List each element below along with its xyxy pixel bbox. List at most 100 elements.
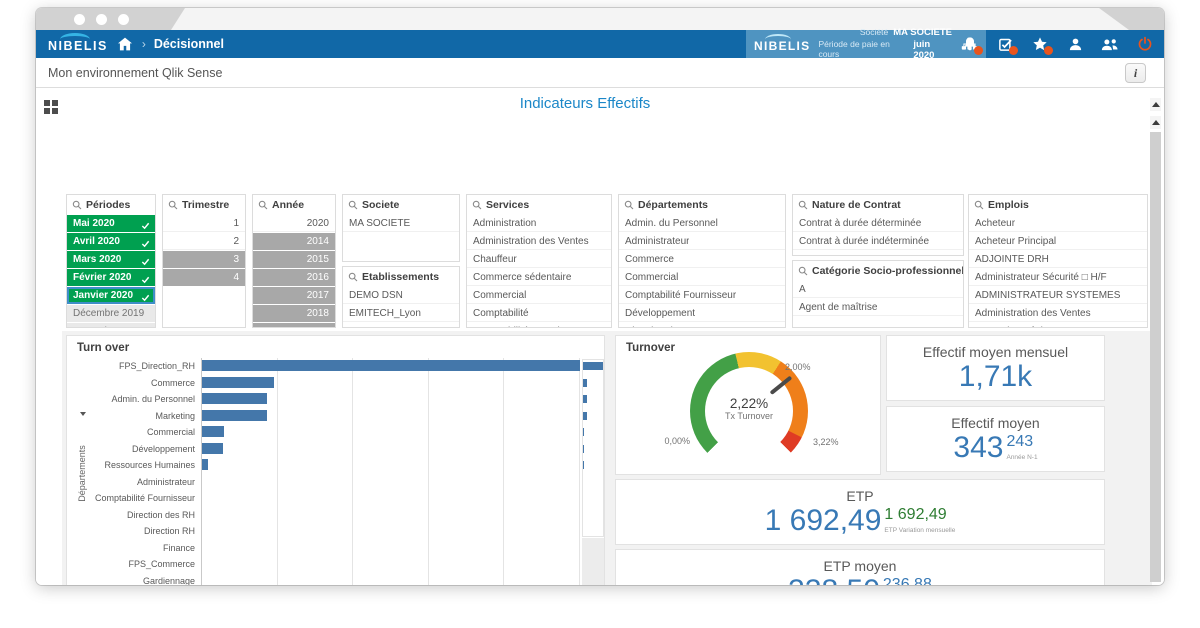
window-control-icon[interactable] xyxy=(96,14,107,25)
filter-item[interactable]: Agent de maîtrise xyxy=(969,323,1147,328)
filter-item[interactable]: 2014 xyxy=(253,233,335,250)
bar[interactable] xyxy=(202,459,208,470)
filter-item[interactable]: Administration des Ventes xyxy=(969,305,1147,322)
vertical-scrollbar[interactable] xyxy=(1150,90,1161,582)
filterbox-header-categorie[interactable]: Catégorie Socio-professionnelle xyxy=(793,261,963,280)
filter-item[interactable]: Acheteur xyxy=(969,215,1147,232)
scroll-up-icon[interactable] xyxy=(1150,98,1161,111)
filter-item[interactable]: DEMO DSN xyxy=(343,287,459,304)
bar[interactable] xyxy=(202,360,580,371)
filterbox-header-annee[interactable]: Année xyxy=(253,195,335,214)
power-icon[interactable] xyxy=(1136,35,1154,53)
filter-item[interactable]: 4 xyxy=(163,269,245,286)
filterbox-header-emplois[interactable]: Emplois xyxy=(969,195,1147,214)
filterbox-header-services[interactable]: Services xyxy=(467,195,611,214)
turnover-gauge-panel: Turnover 2,22% Tx Turnover 0,00% 2,00% 3… xyxy=(615,335,881,475)
bar[interactable] xyxy=(202,443,223,454)
filterbox-header-nature[interactable]: Nature de Contrat xyxy=(793,195,963,214)
filter-item[interactable]: Comptabilité xyxy=(467,305,611,322)
filterbox-items: AdministrationAdministration des VentesC… xyxy=(467,214,611,328)
kpi-title: ETP xyxy=(616,488,1104,504)
bar[interactable] xyxy=(202,377,274,388)
filter-item[interactable]: MA SOCIETE xyxy=(343,215,459,232)
filter-item[interactable]: Février 2020 xyxy=(67,269,155,286)
filter-item[interactable]: Comptabilité Fournisseur xyxy=(467,323,611,328)
filter-item[interactable]: Administrateur Sécurité □ H/F xyxy=(969,269,1147,286)
filter-item[interactable]: 2017 xyxy=(253,287,335,304)
tasks-icon[interactable] xyxy=(996,35,1014,53)
kpi-title: Effectif moyen mensuel xyxy=(887,344,1104,360)
filter-item[interactable]: ADJOINTE DRH xyxy=(969,251,1147,268)
users-icon[interactable] xyxy=(1101,35,1119,53)
filter-item[interactable]: 2020 xyxy=(253,215,335,232)
filter-item[interactable]: 3 xyxy=(163,251,245,268)
filter-item[interactable]: Administration xyxy=(467,215,611,232)
filter-item[interactable]: Mars 2020 xyxy=(67,251,155,268)
bar[interactable] xyxy=(202,393,267,404)
bar[interactable] xyxy=(202,410,267,421)
home-icon[interactable] xyxy=(116,35,134,53)
filter-item[interactable]: Administration des Ventes xyxy=(467,233,611,250)
filter-item[interactable]: 2019 xyxy=(253,323,335,328)
filter-item[interactable]: Acheteur Principal xyxy=(969,233,1147,250)
filter-item[interactable]: Comptabilité Fournisseur xyxy=(619,287,785,304)
filter-item[interactable]: Agent de maîtrise xyxy=(793,299,963,316)
filter-item[interactable]: Développement xyxy=(619,305,785,322)
filter-item[interactable]: Chauffeur xyxy=(467,251,611,268)
filterbox-items: AcheteurAcheteur PrincipalADJOINTE DRHAd… xyxy=(969,214,1147,328)
info-button[interactable]: i xyxy=(1125,63,1146,83)
filterbox-header-periodes[interactable]: Périodes xyxy=(67,195,155,214)
search-icon xyxy=(624,200,634,210)
pay-period-label: Période de paie en cours xyxy=(818,39,908,59)
filterbox-services: ServicesAdministrationAdministration des… xyxy=(466,194,612,328)
window-control-icon[interactable] xyxy=(74,14,85,25)
filter-item[interactable]: 1 xyxy=(163,215,245,232)
filter-item[interactable]: Administrateur xyxy=(619,233,785,250)
chart-minimap[interactable] xyxy=(582,359,604,537)
browser-tab[interactable] xyxy=(171,8,1129,30)
bell-icon[interactable] xyxy=(961,35,979,53)
filter-item[interactable]: 2018 xyxy=(253,305,335,322)
filter-item[interactable]: ADMINISTRATEUR SYSTEMES xyxy=(969,287,1147,304)
filter-item-label: Agent de maîtrise xyxy=(975,323,1053,328)
scroll-up-icon[interactable] xyxy=(1150,116,1161,129)
filter-item[interactable]: 2 xyxy=(163,233,245,250)
filter-item[interactable]: Direction des RH xyxy=(619,323,785,328)
filterbox-etablissements: EtablissementsDEMO DSNEMITECH_Lyon xyxy=(342,266,460,328)
filter-item[interactable]: Commercial xyxy=(467,287,611,304)
gridline xyxy=(352,358,353,585)
filterbox-header-trimestre[interactable]: Trimestre xyxy=(163,195,245,214)
filter-item[interactable]: Commercial xyxy=(619,269,785,286)
filter-item[interactable]: Janvier 2020 xyxy=(67,287,155,304)
scrollbar-thumb[interactable] xyxy=(1150,132,1161,582)
filter-item[interactable]: Novembre 2019 xyxy=(67,323,155,328)
filter-item[interactable]: Contrat à durée déterminée xyxy=(793,215,963,232)
chart-scroll-track[interactable] xyxy=(582,538,604,585)
user-icon[interactable] xyxy=(1066,35,1084,53)
filterbox-header-etablissements[interactable]: Etablissements xyxy=(343,267,459,286)
dimension-menu-icon[interactable] xyxy=(80,412,86,416)
filter-item[interactable]: EMITECH_Lyon xyxy=(343,305,459,322)
filter-item[interactable]: Commerce xyxy=(619,251,785,268)
star-icon[interactable] xyxy=(1031,35,1049,53)
filterbox-header-societe[interactable]: Societe xyxy=(343,195,459,214)
window-control-icon[interactable] xyxy=(118,14,129,25)
filter-item[interactable]: 2016 xyxy=(253,269,335,286)
filter-item-label: Contrat à durée déterminée xyxy=(799,215,921,232)
filterbox-header-departements[interactable]: Départements xyxy=(619,195,785,214)
filter-item[interactable]: Décembre 2019 xyxy=(67,305,155,322)
filter-item[interactable]: Mai 2020 xyxy=(67,215,155,232)
filter-item[interactable]: Admin. du Personnel xyxy=(619,215,785,232)
kpi-secondary-caption: Année N-1 xyxy=(1006,454,1037,461)
minimap-bar xyxy=(583,445,584,453)
filter-item[interactable]: A xyxy=(793,281,963,298)
filter-item[interactable]: Avril 2020 xyxy=(67,233,155,250)
filter-item[interactable]: Contrat à durée indéterminée xyxy=(793,233,963,250)
filter-item[interactable]: Commerce sédentaire xyxy=(467,269,611,286)
breadcrumb[interactable]: Décisionnel xyxy=(154,37,224,51)
bar[interactable] xyxy=(202,426,224,437)
filter-item-label: Admin. du Personnel xyxy=(625,215,718,232)
filter-item-label: Administration des Ventes xyxy=(975,305,1091,322)
filter-item[interactable]: 2015 xyxy=(253,251,335,268)
nibelis-logo[interactable]: NIBELIS xyxy=(48,36,108,53)
